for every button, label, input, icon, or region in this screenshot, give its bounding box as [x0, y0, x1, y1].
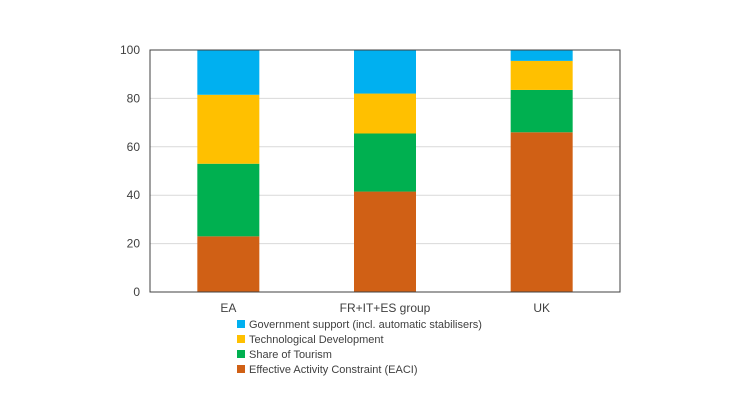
legend: Government support (incl. automatic stab… [237, 319, 482, 376]
bar-ea-effective-activity-constraint-eaci [197, 236, 260, 292]
bar-ea-share-of-tourism [197, 163, 260, 237]
legend-swatch-effective-activity-constraint-eaci [237, 365, 245, 373]
legend-label-share-of-tourism: Share of Tourism [249, 349, 332, 361]
x-tick-label-fr-it-es-group: FR+IT+ES group [340, 301, 431, 315]
legend-label-government-support-incl-automatic-stabilisers: Government support (incl. automatic stab… [249, 319, 482, 331]
bar-uk-effective-activity-constraint-eaci [510, 132, 573, 292]
bar-fr-it-es-group-effective-activity-constraint-eaci [354, 191, 416, 292]
bar-uk-share-of-tourism [510, 89, 573, 133]
y-tick-label-40: 40 [127, 188, 141, 202]
legend-swatch-technological-development [237, 335, 245, 343]
y-tick-label-100: 100 [120, 43, 140, 57]
axes: 0 20 40 60 80 100 EA FR+IT+ES group UK [120, 43, 621, 315]
bar-fr-it-es-group-government-support-incl-automatic-stabilisers [354, 50, 416, 94]
bar-ea-technological-development [197, 94, 260, 164]
x-tick-label-ea: EA [220, 301, 236, 315]
legend-label-effective-activity-constraint-eaci: Effective Activity Constraint (EACI) [249, 364, 418, 376]
bar-ea-government-support-incl-automatic-stabilisers [197, 50, 260, 95]
y-tick-label-20: 20 [127, 237, 141, 251]
legend-swatch-share-of-tourism [237, 350, 245, 358]
legend-label-technological-development: Technological Development [249, 334, 384, 346]
y-tick-label-0: 0 [133, 285, 140, 299]
x-tick-label-uk: UK [533, 301, 550, 315]
bars [197, 50, 573, 292]
bar-uk-technological-development [510, 60, 573, 90]
bar-fr-it-es-group-technological-development [354, 93, 416, 134]
legend-swatch-government-support-incl-automatic-stabilisers [237, 320, 245, 328]
y-tick-label-60: 60 [127, 140, 141, 154]
plot-area-frame [149, 49, 621, 293]
bar-fr-it-es-group-share-of-tourism [354, 133, 416, 192]
bar-uk-government-support-incl-automatic-stabilisers [510, 50, 573, 61]
y-tick-label-80: 80 [127, 91, 141, 105]
